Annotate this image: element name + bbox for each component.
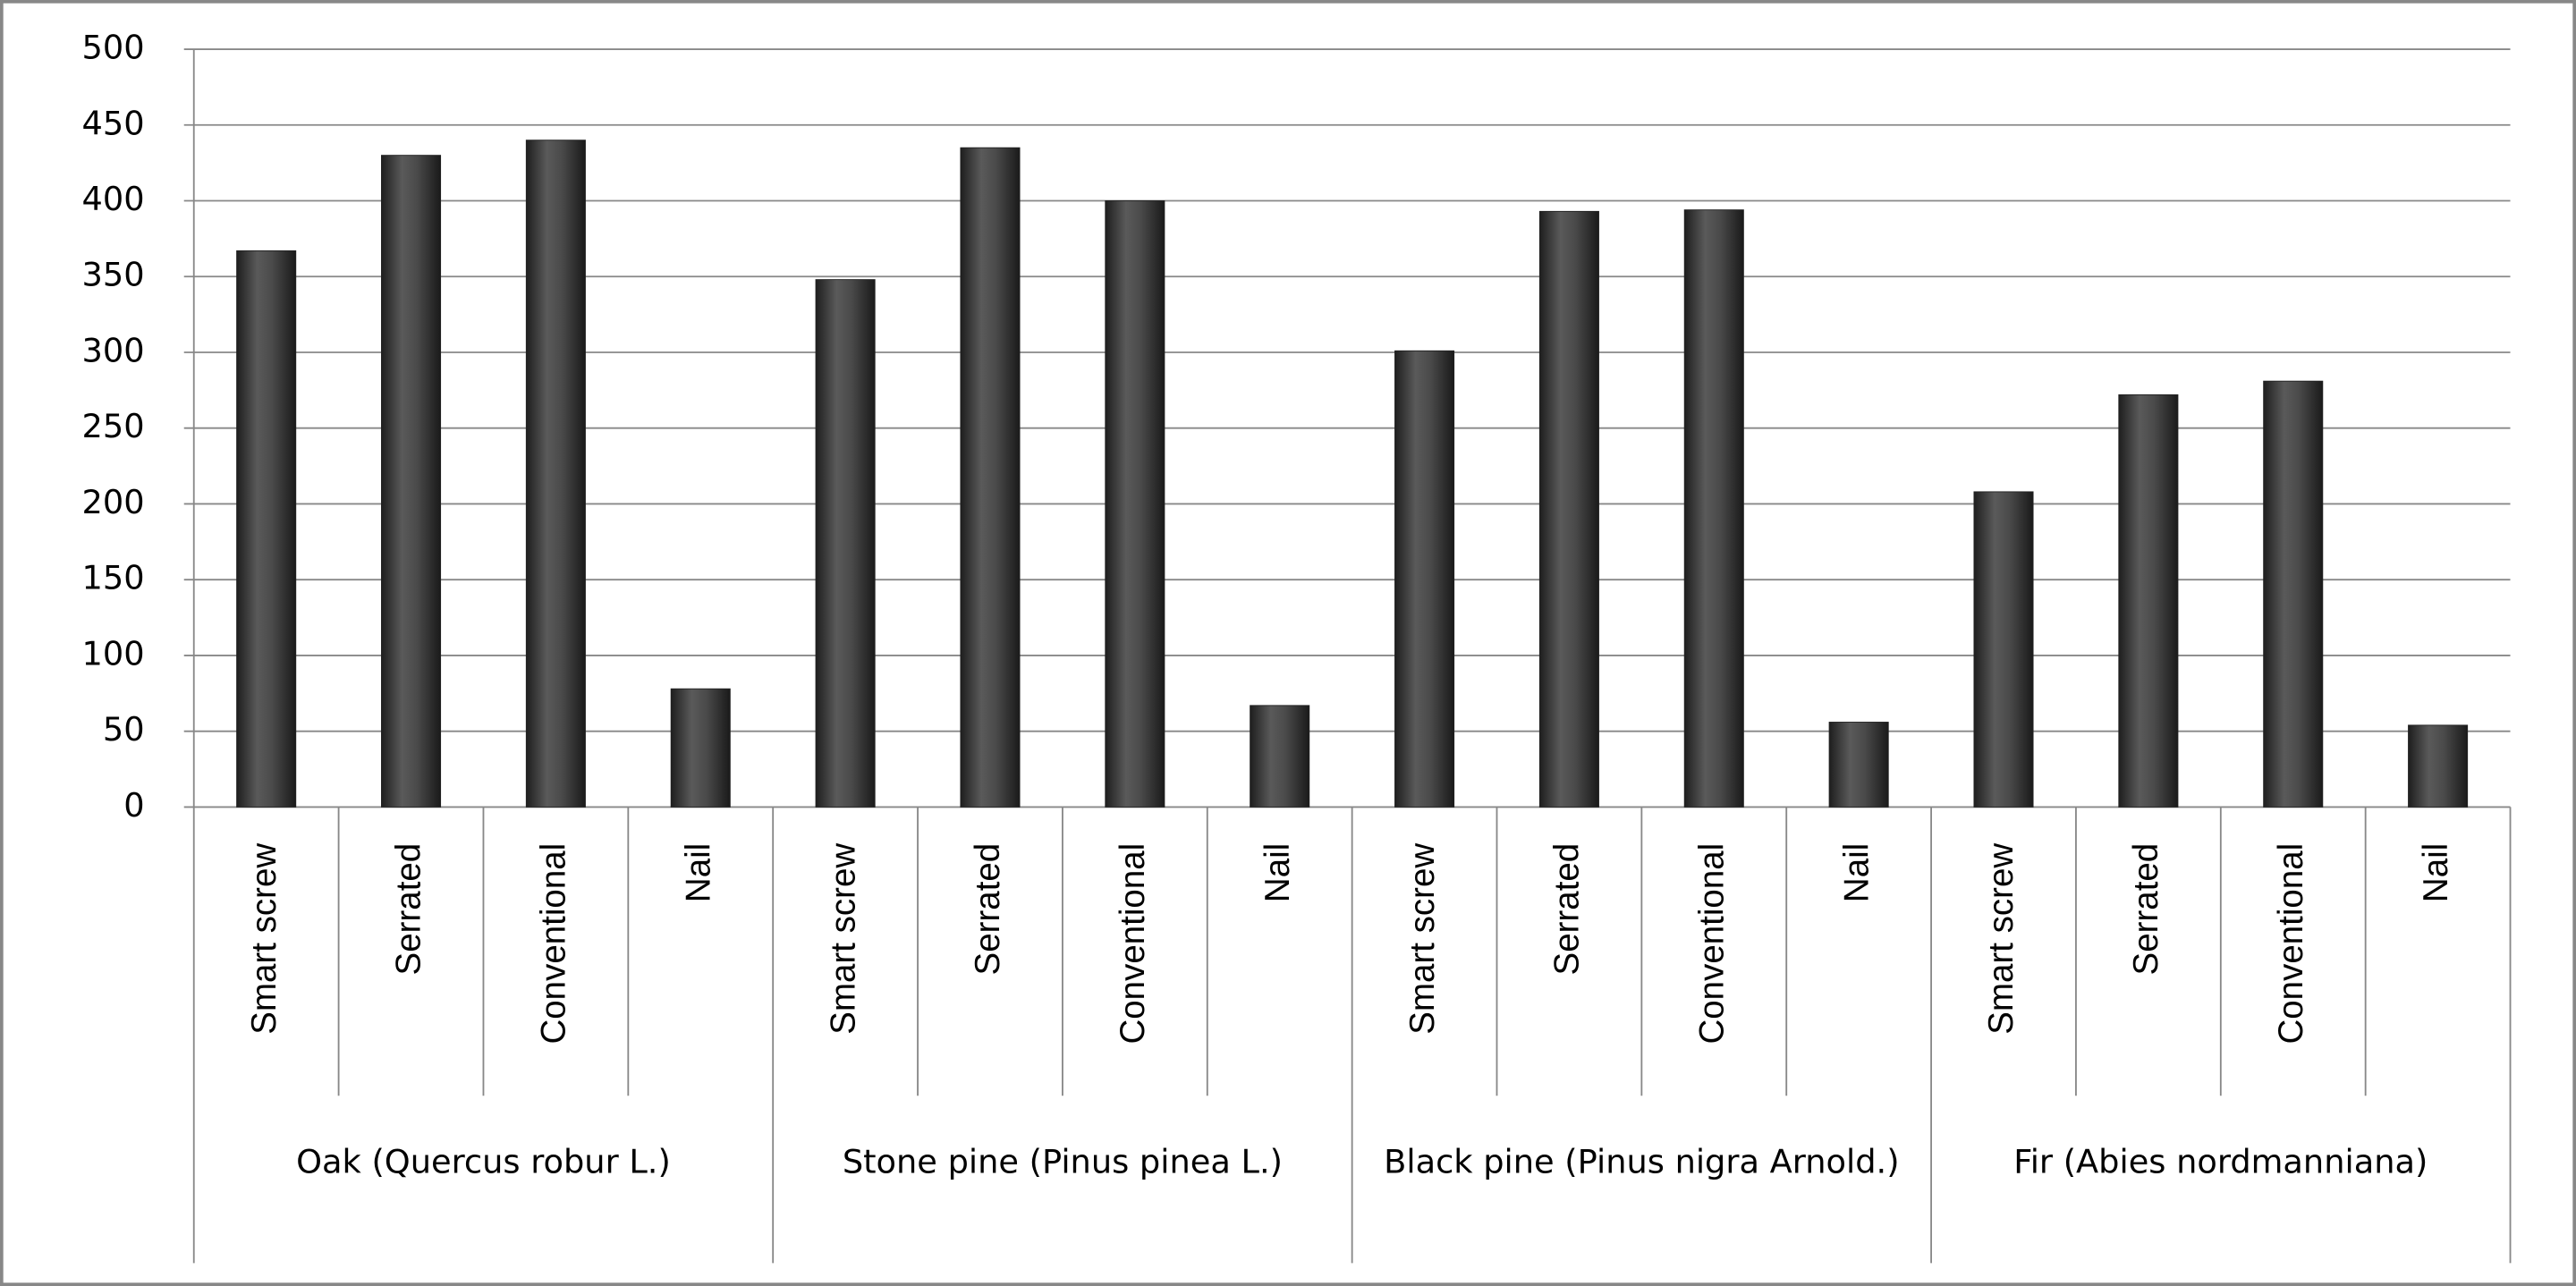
bar <box>2408 724 2469 808</box>
group-label-box: Stone pine (Pinus pinea L.) <box>842 1141 1284 1181</box>
y-tick-label: 500 <box>82 29 145 67</box>
group-label: Oak (Quercus robur L.) <box>296 1141 671 1181</box>
y-tick-label: 150 <box>82 559 145 597</box>
y-tick-label: 450 <box>82 104 145 142</box>
bar <box>1828 722 1889 808</box>
x-tick-label: Conventional <box>535 843 573 1045</box>
y-tick-label: 200 <box>82 483 145 521</box>
x-tick-label: Nail <box>2417 843 2455 902</box>
x-tick-label: Serrated <box>969 843 1007 976</box>
x-tick-label: Serrated <box>390 843 428 976</box>
bar <box>1105 200 1165 808</box>
group-label-box: Oak (Quercus robur L.) <box>296 1141 671 1181</box>
x-tick-label: Smart screw <box>1403 843 1442 1035</box>
group-label: Stone pine (Pinus pinea L.) <box>842 1141 1284 1181</box>
bar <box>1973 491 2034 808</box>
x-tick-label: Serrated <box>1548 843 1587 976</box>
group-label: Black pine (Pinus nigra Arnold.) <box>1384 1141 1900 1181</box>
x-tick-label: Smart screw <box>824 843 862 1035</box>
x-tick-label: Conventional <box>1114 843 1152 1045</box>
bar <box>381 155 442 808</box>
bar <box>1394 350 1455 808</box>
x-tick-label: Nail <box>1258 843 1297 902</box>
bar <box>1250 705 1310 808</box>
bar <box>815 279 876 808</box>
bar <box>1538 210 1599 808</box>
y-tick-label: 400 <box>82 180 145 218</box>
bar <box>2263 380 2324 808</box>
y-tick-label: 350 <box>82 256 145 294</box>
x-tick-label: Smart screw <box>245 843 284 1035</box>
y-tick-label: 0 <box>123 786 144 825</box>
bar <box>1683 209 1744 808</box>
group-label: Fir (Abies nordmanniana) <box>2013 1141 2428 1181</box>
group-label-box: Fir (Abies nordmanniana) <box>2013 1141 2428 1181</box>
x-tick-label: Conventional <box>2272 843 2310 1045</box>
y-tick-label: 250 <box>82 407 145 445</box>
bar <box>2118 393 2179 808</box>
x-tick-label: Smart screw <box>1982 843 2021 1035</box>
y-tick-label: 100 <box>82 634 145 673</box>
x-tick-label: Nail <box>679 843 717 902</box>
bar <box>670 688 731 808</box>
group-label-box: Black pine (Pinus nigra Arnold.) <box>1384 1141 1900 1181</box>
y-tick-label: 300 <box>82 331 145 369</box>
bar <box>525 140 586 808</box>
bar <box>236 250 297 808</box>
bar <box>960 147 1021 808</box>
x-tick-label: Nail <box>1837 843 1876 902</box>
y-tick-label: 50 <box>103 710 145 749</box>
x-tick-label: Conventional <box>1692 843 1731 1045</box>
x-tick-label: Serrated <box>2127 843 2165 976</box>
